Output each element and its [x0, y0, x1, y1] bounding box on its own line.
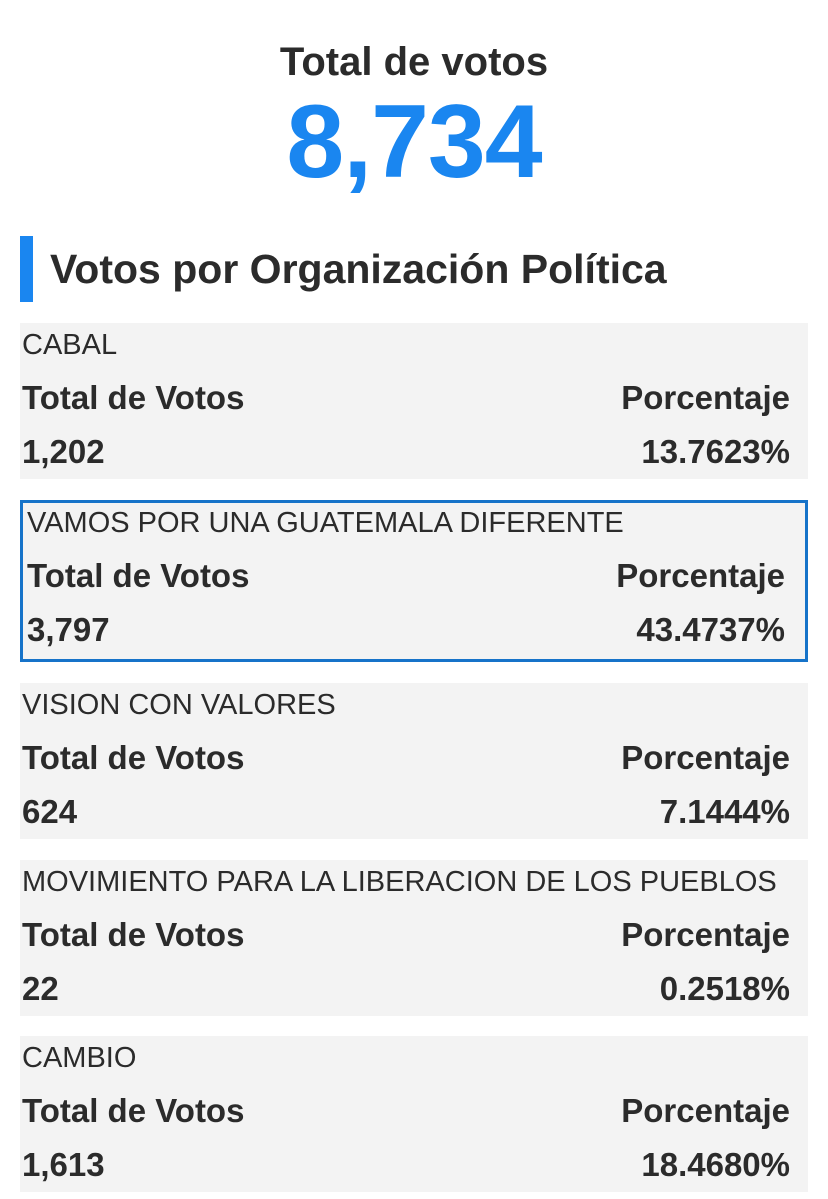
party-card-cambio[interactable]: CAMBIO Total de Votos Porcentaje 1,613 1…	[20, 1036, 808, 1192]
percentage-label: Porcentaje	[621, 916, 790, 953]
section-accent-bar	[20, 236, 33, 302]
party-name: CAMBIO	[22, 1042, 137, 1074]
votes-label: Total de Votos	[22, 739, 245, 776]
votes-label: Total de Votos	[22, 916, 245, 953]
party-name: MOVIMIENTO PARA LA LIBERACION DE LOS PUE…	[22, 866, 777, 898]
percentage-value: 43.4737%	[636, 611, 785, 648]
party-card-vision-con-valores[interactable]: VISION CON VALORES Total de Votos Porcen…	[20, 683, 808, 839]
percentage-value: 18.4680%	[641, 1146, 790, 1183]
total-votes-label: Total de votos	[279, 40, 549, 84]
party-card-movimiento-liberacion[interactable]: MOVIMIENTO PARA LA LIBERACION DE LOS PUE…	[20, 860, 808, 1016]
percentage-value: 7.1444%	[659, 793, 790, 830]
total-votes-summary: Total de votos 8,734	[0, 38, 828, 198]
votes-value: 22	[22, 970, 59, 1007]
votes-label: Total de Votos	[27, 557, 250, 594]
percentage-label: Porcentaje	[621, 1092, 790, 1129]
party-name: VAMOS POR UNA GUATEMALA DIFERENTE	[27, 507, 624, 539]
party-name: VISION CON VALORES	[22, 689, 336, 721]
votes-label: Total de Votos	[22, 1092, 245, 1129]
percentage-label: Porcentaje	[616, 557, 785, 594]
percentage-value: 0.2518%	[659, 970, 790, 1007]
party-name: CABAL	[22, 329, 118, 361]
percentage-value: 13.7623%	[641, 433, 790, 470]
party-card-vamos[interactable]: VAMOS POR UNA GUATEMALA DIFERENTE Total …	[20, 500, 808, 662]
party-card-cabal[interactable]: CABAL Total de Votos Porcentaje 1,202 13…	[20, 323, 808, 479]
percentage-label: Porcentaje	[621, 379, 790, 416]
section-header: Votos por Organización Política	[20, 236, 667, 302]
total-votes-value: 8,734	[286, 84, 542, 200]
votes-value: 1,613	[22, 1146, 105, 1183]
votes-value: 624	[22, 793, 78, 830]
votes-value: 1,202	[22, 433, 105, 470]
votes-value: 3,797	[27, 611, 110, 648]
section-title: Votos por Organización Política	[50, 245, 667, 292]
votes-label: Total de Votos	[22, 379, 245, 416]
percentage-label: Porcentaje	[621, 739, 790, 776]
